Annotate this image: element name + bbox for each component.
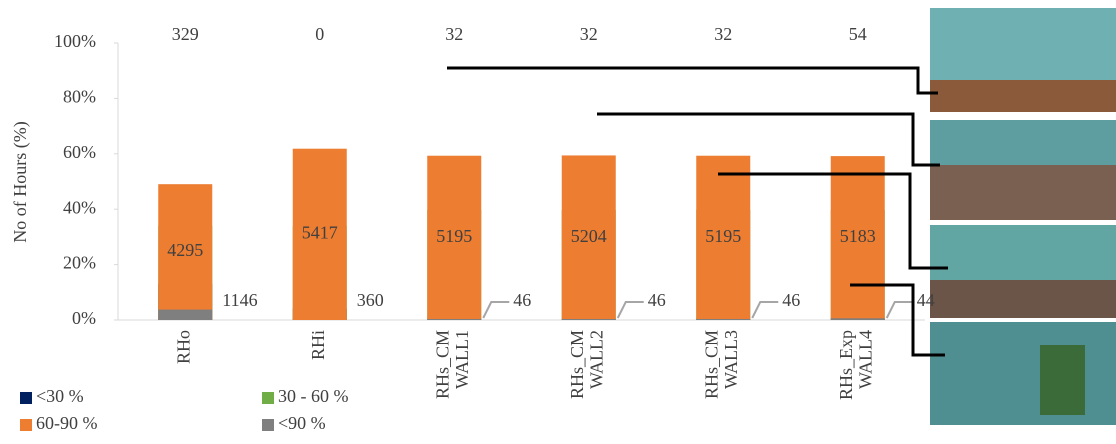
x-tick-label: RHs_ExpWALL4 — [836, 330, 876, 400]
legend-label: 30 - 60 % — [278, 386, 349, 406]
leader-line — [447, 66, 938, 95]
label-leader — [751, 301, 779, 319]
value-label: 360 — [357, 290, 384, 310]
value-label: 5195 — [436, 226, 472, 246]
y-tick-label: 80% — [63, 87, 96, 107]
photo-detail — [930, 80, 1116, 112]
value-label: 329 — [172, 24, 199, 44]
y-tick-label: 100% — [54, 31, 96, 51]
y-tick-label: 40% — [63, 197, 96, 217]
x-tick-label: RHs_CMWALL1 — [432, 330, 472, 399]
bar-segment — [696, 155, 751, 320]
legend-label: <90 % — [278, 413, 326, 433]
bar-segment — [158, 309, 213, 320]
value-label: 32 — [445, 24, 463, 44]
bar-segment — [830, 156, 885, 320]
bar-segment — [561, 318, 616, 320]
x-tick-label: RHs_CMWALL3 — [701, 330, 741, 399]
legend-swatch — [20, 419, 32, 431]
y-tick-label: 0% — [72, 308, 96, 328]
value-label: 46 — [648, 290, 666, 310]
legend-label: <30 % — [36, 386, 84, 406]
value-label: 32 — [580, 24, 598, 44]
label-leader — [616, 301, 644, 319]
leader-line — [850, 283, 945, 357]
leader-lines — [447, 66, 948, 357]
y-tick-label: 20% — [63, 253, 96, 273]
label-leader — [885, 301, 913, 319]
leader-line — [718, 172, 948, 270]
value-label: 54 — [849, 24, 867, 44]
bar-segment — [427, 155, 482, 320]
value-label: 4295 — [167, 240, 203, 260]
legend-label: 60-90 % — [36, 413, 98, 433]
bar-segment — [561, 155, 616, 320]
legend-swatch — [262, 392, 274, 404]
value-label: 44 — [917, 290, 935, 310]
value-label: 46 — [513, 290, 531, 310]
bar-segment — [696, 318, 751, 320]
bar-segment — [830, 318, 885, 320]
photo-detail — [1040, 345, 1085, 415]
x-tick-label: RHs_CMWALL2 — [567, 330, 607, 399]
legend-swatch — [262, 419, 274, 431]
x-tick-label: RHo — [173, 330, 193, 364]
value-label: 5195 — [705, 226, 741, 246]
photo-detail — [930, 280, 1116, 318]
leader-line — [597, 112, 940, 167]
bar-segment — [158, 184, 213, 320]
value-label: 5204 — [571, 226, 607, 246]
value-label: 1146 — [222, 290, 257, 310]
label-leader — [482, 301, 510, 319]
photo — [930, 322, 1116, 425]
y-tick-label: 60% — [63, 142, 96, 162]
y-axis-label: No of Hours (%) — [10, 121, 31, 242]
photos — [930, 8, 1116, 425]
bar-segment — [427, 318, 482, 320]
value-label: 46 — [782, 290, 800, 310]
value-label: 5183 — [840, 226, 876, 246]
value-label: 0 — [315, 24, 324, 44]
plot: 0%20%40%60%80%100%114629904295329RHo3602… — [20, 24, 935, 433]
x-tick-label: RHi — [308, 330, 328, 360]
bar-segment — [292, 148, 347, 320]
photo-detail — [930, 165, 1116, 220]
value-label: 5417 — [302, 222, 338, 242]
value-label: 32 — [714, 24, 732, 44]
legend-swatch — [20, 392, 32, 404]
